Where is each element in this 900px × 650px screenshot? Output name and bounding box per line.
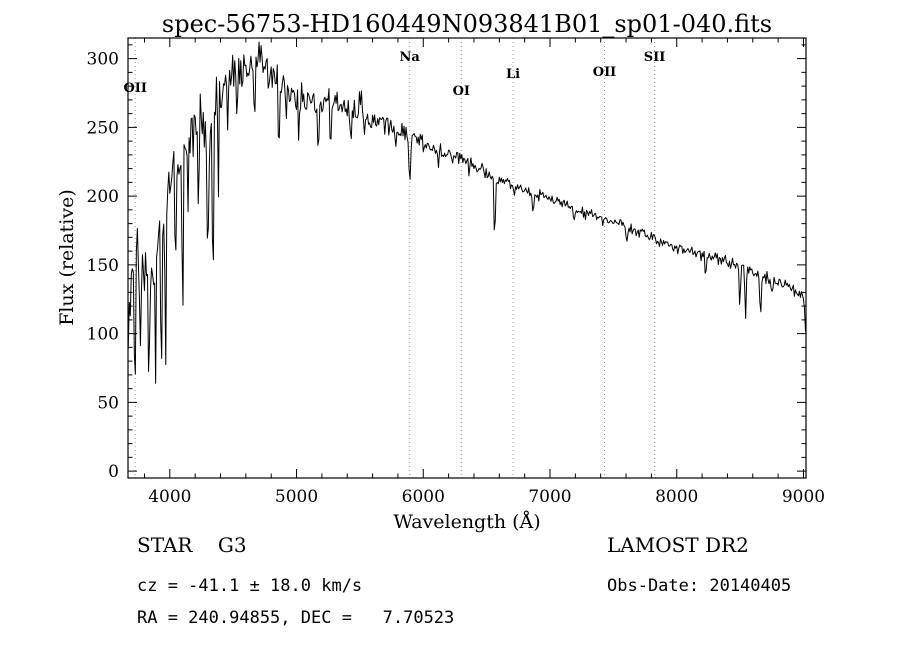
y-tick-label: 300 <box>87 50 119 70</box>
x-tick-label: 5000 <box>275 487 318 507</box>
plot-frame <box>127 37 807 479</box>
cz-velocity-value: cz = -41.1 ± 18.0 km/s <box>137 576 363 596</box>
y-tick-label: 0 <box>108 462 119 482</box>
obs-date-value: Obs-Date: 20140405 <box>607 576 792 596</box>
object-class-label: STAR G3 <box>137 533 247 557</box>
y-axis-label: Flux (relative) <box>56 189 78 326</box>
x-tick-label: 8000 <box>655 487 698 507</box>
spectral-line-label: OII <box>123 81 147 96</box>
x-axis-label: Wavelength (Å) <box>393 511 541 533</box>
x-tick-label: 7000 <box>528 487 571 507</box>
x-tick-label: 9000 <box>782 487 825 507</box>
spectral-line-label: OI <box>453 84 470 99</box>
y-tick-label: 50 <box>97 393 119 413</box>
y-tick-label: 250 <box>87 118 119 138</box>
spectral-line-label: Li <box>506 67 520 82</box>
x-tick-label: 6000 <box>402 487 445 507</box>
x-tick-label: 4000 <box>148 487 191 507</box>
spectral-line-label: Na <box>400 50 421 65</box>
plot-title: spec-56753-HD160449N093841B01_sp01-040.f… <box>161 10 773 38</box>
y-tick-label: 100 <box>87 325 119 345</box>
spectral-line-label: OII <box>593 65 617 80</box>
y-tick-label: 150 <box>87 256 119 276</box>
spectral-line-label: SII <box>644 50 666 65</box>
spectrum-trace <box>127 41 806 384</box>
y-tick-label: 200 <box>87 187 119 207</box>
survey-release-label: LAMOST DR2 <box>607 533 749 557</box>
ra-dec-value: RA = 240.94855, DEC = 7.70523 <box>137 608 455 628</box>
